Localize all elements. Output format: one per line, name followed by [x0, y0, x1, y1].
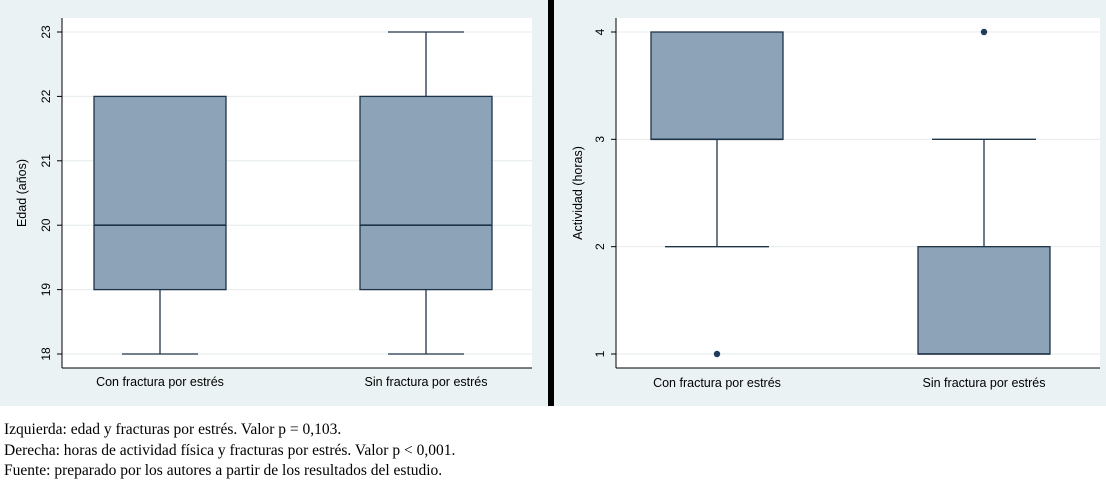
- left-y-tick-label: 20: [39, 218, 53, 232]
- right-box-1-outlier: [713, 350, 721, 358]
- caption-right: Derecha: horas de actividad física y fra…: [4, 441, 456, 459]
- right-y-tick-label: 1: [593, 350, 607, 357]
- right-box-2: [917, 246, 1051, 355]
- left-y-tick-label: 18: [39, 347, 53, 361]
- left-y-tick-label: 22: [39, 89, 53, 103]
- caption-left: Izquierda: edad y fracturas por estrés. …: [4, 421, 342, 438]
- caption-source: Fuente: preparado por los autores a part…: [4, 462, 443, 479]
- left-category-label-2: Sin fractura por estrés: [365, 375, 488, 389]
- panel-separator: [548, 0, 554, 406]
- right-category-label-2: Sin fractura por estrés: [923, 376, 1046, 390]
- right-y-tick-label: 3: [593, 136, 607, 143]
- left-y-axis-label: Edad (años): [15, 159, 29, 227]
- right-chart-panel: 1 2 3 4 Actividad (horas) Con fractura por …: [554, 0, 1106, 406]
- left-chart-panel: 18 19 20 21 22 23 Edad (años) Con fractura po…: [0, 0, 548, 406]
- right-box-2-outlier: [980, 28, 988, 36]
- right-y-axis-label: Actividad (horas): [571, 146, 585, 240]
- left-y-tick-label: 19: [39, 283, 53, 297]
- left-y-tick-label: 23: [39, 25, 53, 39]
- left-box-2: [359, 95, 493, 291]
- left-y-tick-label: 21: [39, 154, 53, 168]
- figure-captions: Izquierda: edad y fracturas por estrés. …: [4, 420, 455, 482]
- right-y-tick-label: 4: [593, 28, 607, 35]
- right-box-1: [650, 31, 784, 140]
- left-box-1: [93, 95, 227, 291]
- right-y-tick-label: 2: [593, 243, 607, 250]
- right-category-label-1: Con fractura por estrés: [653, 376, 781, 390]
- left-category-label-1: Con fractura por estrés: [96, 375, 224, 389]
